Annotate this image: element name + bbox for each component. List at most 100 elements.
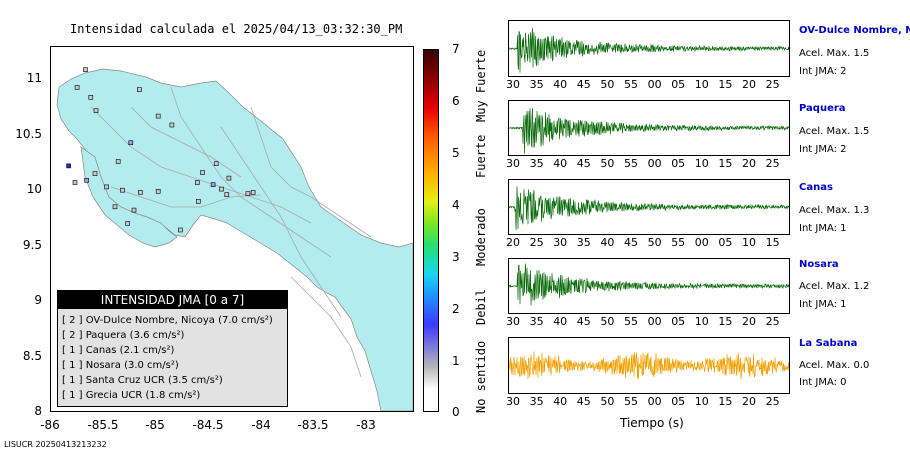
waveform-panel[interactable] [508,179,790,235]
waveform-tick-label: 25 [765,157,780,170]
station-marker[interactable] [195,180,200,185]
waveform-trace [509,108,789,154]
station-intensity: Int JMA: 2 [799,66,847,77]
lon-tick: -84 [251,418,271,432]
station-name[interactable]: Paquera [799,103,846,114]
waveform-tick-label: 50 [600,395,615,408]
waveform-tick-label: 15 [718,315,733,328]
waveform-tick-label: 00 [647,395,662,408]
station-marker[interactable] [250,190,256,195]
station-marker[interactable] [74,85,80,90]
waveform-tick-label: 25 [765,395,780,408]
station-marker[interactable] [196,199,201,204]
station-marker[interactable] [169,122,175,128]
station-marker[interactable] [104,184,109,190]
lon-tick: -85.5 [87,418,119,432]
station-marker[interactable] [72,180,78,185]
waveform-tick-label: 45 [576,315,591,328]
colorbar-tick: 3 [452,250,460,264]
station-marker[interactable] [66,163,71,169]
waveform-tick-label: 35 [529,78,544,91]
station-marker[interactable] [210,182,216,187]
waveform-tick-label: 55 [624,395,638,408]
legend-row: [ 2 ] Paquera (3.6 cm/s²) [62,330,184,341]
station-name[interactable]: Nosara [799,259,839,270]
waveform-tick-label: 00 [694,236,709,249]
legend-level: [ 2 ] [62,315,83,326]
station-marker[interactable] [213,161,219,166]
legend-level: [ 1 ] [62,360,83,371]
waveform-line [509,351,789,380]
waveform-panel[interactable] [508,258,790,314]
station-name[interactable]: OV-Dulce Nombre, Nicoya [799,25,910,36]
station-marker[interactable] [138,190,143,195]
waveform-trace [509,28,789,73]
station-marker[interactable] [224,192,230,197]
waveform-panel[interactable] [508,100,790,156]
station-marker[interactable] [178,227,183,233]
map-title: Intensidad calculada el 2025/04/13_03:32… [70,22,403,36]
waveform-panel[interactable] [508,337,790,394]
waveform-panel[interactable] [508,20,790,77]
station-marker[interactable] [155,113,161,119]
waveform-tick-label: 20 [506,236,520,249]
waveform-tick-label: 35 [529,157,544,170]
waveform-tick-label: 10 [694,78,709,91]
station-marker[interactable] [219,186,224,192]
lon-tick: -83 [356,418,376,432]
station-marker[interactable] [83,67,88,73]
station-marker[interactable] [93,108,99,113]
lat-tick: 8 [34,404,42,418]
waveform-tick-label: 00 [647,315,662,328]
legend-text: Paquera (3.6 cm/s²) [85,330,185,341]
waveform-tick-label: 35 [529,315,544,328]
station-marker[interactable] [88,94,94,100]
legend-title: INTENSIDAD JMA [0 a 7] [58,291,287,309]
station-marker[interactable] [92,171,98,176]
station-marker[interactable] [131,207,137,213]
waveform-tick-label: 55 [624,78,638,91]
station-name[interactable]: La Sabana [799,338,858,349]
waveform-tick-label: 25 [529,236,544,249]
waveform-tick-label: 45 [576,78,591,91]
waveform-tick-label: 15 [718,78,733,91]
legend-row: [ 1 ] Canas (2.1 cm/s²) [62,345,174,356]
colorbar-tick: 2 [452,302,460,316]
lat-tick: 8.5 [22,349,42,363]
station-intensity: Int JMA: 0 [799,377,847,388]
waveform-tick-label: 10 [742,236,756,249]
station-marker[interactable] [112,204,118,210]
station-marker[interactable] [84,178,89,183]
station-accel: Acel. Max. 1.5 [799,126,870,137]
legend-row: [ 2 ] OV-Dulce Nombre, Nicoya (7.0 cm/s²… [62,315,273,326]
road-network [90,86,372,378]
legend-level: [ 1 ] [62,345,83,356]
intensity-colorbar [423,49,439,412]
legend-level: [ 2 ] [62,330,83,341]
station-marker[interactable] [245,191,251,196]
waveform-tick-label: 15 [765,236,780,249]
station-accel: Acel. Max. 1.2 [799,281,870,292]
lat-tick: 10 [26,182,42,196]
lat-tick: 11 [26,71,42,85]
station-marker[interactable] [115,159,121,164]
waveform-tick-label: 20 [742,315,756,328]
waveform-tick-label: 40 [600,236,615,249]
station-marker[interactable] [120,187,125,193]
station-name[interactable]: Canas [799,182,833,193]
station-marker[interactable] [226,175,232,181]
station-marker[interactable] [155,189,161,194]
station-intensity: Int JMA: 1 [799,223,847,234]
waveform-tick-label: 20 [742,78,756,91]
legend-text: Nosara (3.0 cm/s²) [85,360,179,371]
station-marker[interactable] [137,87,142,92]
waveform-tick-label: 45 [624,236,638,249]
colorbar-tick: 4 [452,198,460,212]
station-marker[interactable] [125,221,130,226]
waveform-tick-label: 35 [576,236,591,249]
station-marker[interactable] [128,140,134,145]
waveform-tick-label: 25 [765,315,780,328]
waveform-tick-label: 50 [600,315,615,328]
waveform-tick-label: 00 [647,157,662,170]
station-marker[interactable] [200,170,205,175]
